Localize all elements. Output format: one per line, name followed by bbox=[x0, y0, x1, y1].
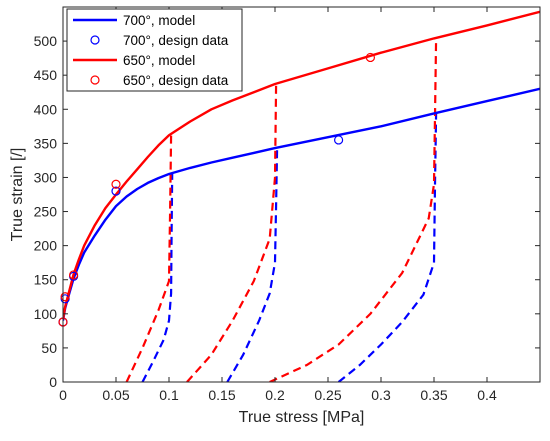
plot-frame bbox=[62, 6, 541, 383]
x-tick-label: 0.05 bbox=[102, 387, 129, 403]
legend-label-3: 650°, model bbox=[123, 53, 195, 68]
x-axis-title: True stress [MPa] bbox=[239, 409, 365, 426]
legend-box bbox=[66, 8, 243, 92]
design-data-point-2-5 bbox=[334, 135, 344, 145]
x-tick-label: 0.1 bbox=[159, 387, 179, 403]
y-tick-label: 450 bbox=[34, 67, 58, 83]
y-tick-label: 300 bbox=[34, 169, 58, 185]
unloading-curves-layer bbox=[125, 38, 438, 382]
axes: 0 0.05 0.1 0.15 0.2 0.25 0.3 0.35 0.4 0 50 100 150 20… bbox=[34, 6, 541, 403]
x-tick-label: 0 bbox=[59, 387, 67, 403]
y-tick-label: 250 bbox=[34, 204, 58, 220]
x-tick-label: 0.4 bbox=[477, 387, 497, 403]
x-tick-label: 0.3 bbox=[371, 387, 391, 403]
y-tick-label: 50 bbox=[41, 340, 57, 356]
legend-label-4: 650°, design data bbox=[123, 73, 229, 88]
unloading-curve-5 bbox=[186, 83, 278, 382]
design-data-markers-layer bbox=[58, 52, 375, 327]
legend-marker-4 bbox=[90, 75, 100, 85]
model-line-3 bbox=[63, 10, 540, 320]
legend: 700°, model 700°, design data 650°, model 6… bbox=[66, 8, 243, 92]
y-axis-title: True strain [/] bbox=[9, 148, 26, 242]
y-tick-label: 400 bbox=[34, 101, 58, 117]
y-tick-label: 500 bbox=[34, 33, 58, 49]
legend-label-2: 700°, design data bbox=[123, 33, 229, 48]
y-tick-label: 350 bbox=[34, 135, 58, 151]
x-tick-label: 0.15 bbox=[208, 387, 235, 403]
design-data-point-4-2 bbox=[60, 292, 70, 302]
y-tick-label: 150 bbox=[34, 272, 58, 288]
model-lines-layer bbox=[63, 10, 540, 321]
y-tick-label: 100 bbox=[34, 306, 58, 322]
legend-marker-2 bbox=[90, 35, 100, 45]
x-tick-label: 0.35 bbox=[420, 387, 447, 403]
unloading-curve-6 bbox=[269, 38, 438, 382]
design-data-point-2-4 bbox=[111, 186, 121, 196]
unloading-curve-2 bbox=[226, 148, 279, 382]
unloading-curve-1 bbox=[141, 173, 174, 382]
x-tick-label: 0.25 bbox=[314, 387, 341, 403]
y-tick-label: 200 bbox=[34, 238, 58, 254]
x-tick-label: 0.2 bbox=[265, 387, 285, 403]
unloading-curve-4 bbox=[125, 135, 173, 382]
legend-label-1: 700°, model bbox=[123, 13, 195, 28]
design-data-point-4-3 bbox=[68, 270, 79, 280]
design-data-point-4-4 bbox=[111, 179, 121, 189]
model-line-1 bbox=[63, 87, 540, 321]
y-tick-label: 0 bbox=[49, 374, 57, 390]
unloading-curve-3 bbox=[337, 113, 438, 382]
design-data-point-4-5 bbox=[365, 52, 375, 63]
